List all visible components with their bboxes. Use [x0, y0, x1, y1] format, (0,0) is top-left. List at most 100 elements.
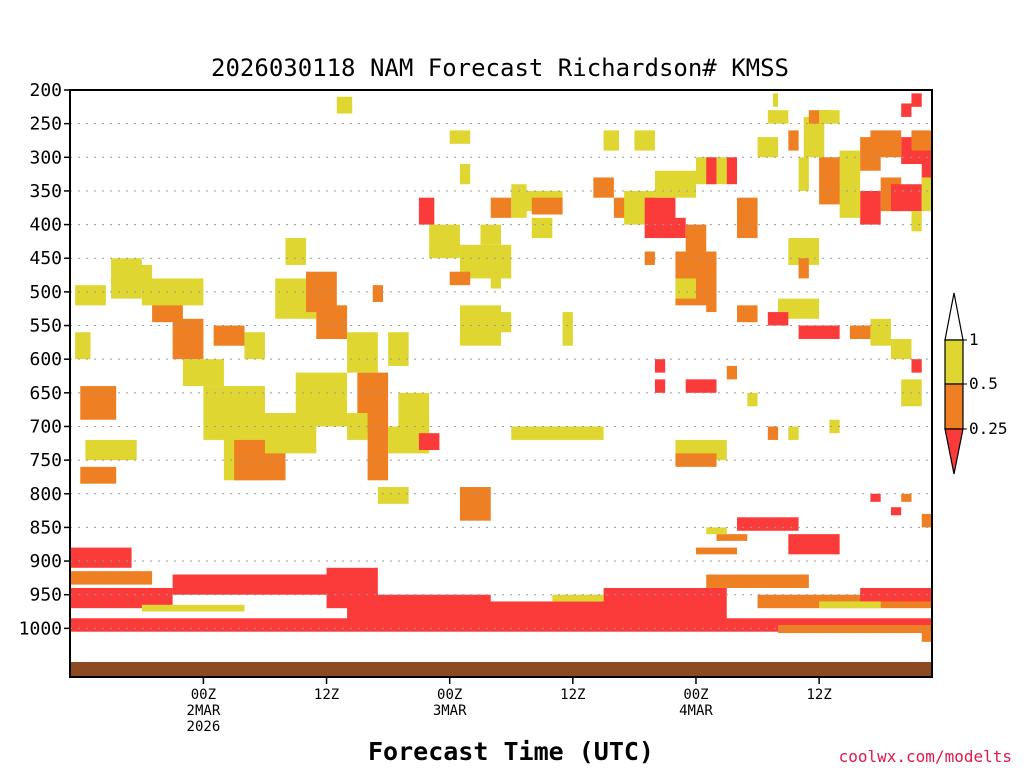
colorbar-top-arrow	[944, 292, 964, 341]
ri-cell	[798, 258, 809, 279]
ri-cell	[778, 624, 932, 634]
ri-cell	[501, 312, 512, 333]
ri-cell	[562, 312, 573, 346]
ri-cell	[347, 413, 368, 440]
ri-cell	[911, 130, 932, 151]
ri-cell	[685, 224, 707, 252]
ri-cell	[418, 197, 435, 225]
colorbar-label: 0.25	[969, 419, 1008, 438]
y-tick-label: 700	[29, 416, 62, 437]
x-tick-label: 00Z	[191, 687, 216, 703]
ri-cell	[449, 271, 471, 286]
ri-cell	[480, 224, 501, 245]
y-tick-label: 250	[29, 114, 62, 135]
chart-title: 2026030118 NAM Forecast Richardson# KMSS	[211, 54, 789, 82]
y-tick-label: 500	[29, 282, 62, 303]
ri-cell	[347, 332, 378, 373]
y-tick-label: 450	[29, 248, 62, 269]
ri-cell	[839, 190, 861, 218]
ri-cell	[675, 278, 696, 299]
ri-cell	[890, 338, 912, 360]
ri-cell	[757, 137, 779, 158]
ri-cell	[788, 130, 799, 151]
ri-cell	[75, 332, 91, 360]
ri-cell	[921, 628, 932, 642]
ri-cell	[70, 587, 173, 609]
ri-cell	[85, 439, 137, 461]
ri-cell	[213, 325, 245, 346]
ri-cell	[890, 184, 922, 212]
x-tick-label: 12Z	[560, 687, 585, 703]
ri-cell	[552, 594, 604, 602]
ri-cell	[141, 278, 204, 306]
ri-cell	[511, 426, 604, 440]
colorbar-bin-yellow	[944, 339, 964, 385]
ri-cell	[901, 103, 912, 117]
ri-cell	[819, 601, 881, 609]
ri-cell	[737, 197, 758, 239]
ri-cell	[706, 574, 809, 588]
colorbar-label: 0.5	[969, 374, 998, 393]
ri-cell	[798, 325, 840, 339]
ri-cell	[788, 426, 799, 440]
ri-cell	[634, 130, 655, 151]
plot-frame	[69, 89, 933, 678]
ri-cell	[429, 224, 460, 259]
ri-cell	[788, 534, 840, 555]
ri-cell	[603, 130, 620, 151]
ri-cell	[716, 534, 748, 541]
ri-cell	[767, 426, 779, 440]
ri-cell	[726, 365, 738, 380]
ri-cell	[654, 379, 666, 393]
y-tick-label: 850	[29, 517, 62, 538]
x-tick-label: 4MAR	[679, 703, 713, 719]
ri-cell	[80, 386, 117, 420]
y-tick-label: 200	[29, 80, 62, 101]
y-tick-label: 800	[29, 484, 62, 505]
ri-cell	[449, 601, 614, 622]
colorbar-bin-orange	[944, 383, 964, 430]
ri-cell	[921, 513, 932, 528]
ri-cell	[531, 217, 553, 239]
y-tick-label: 600	[29, 349, 62, 370]
y-tick-label: 750	[29, 450, 62, 471]
ri-cell	[336, 96, 353, 114]
ri-cell	[911, 93, 922, 107]
ri-cell	[747, 392, 758, 407]
ri-cell	[80, 466, 117, 484]
ri-cell	[706, 298, 717, 313]
heatmap-cells	[70, 93, 932, 642]
ri-cell	[870, 318, 891, 346]
ri-cell	[316, 305, 348, 339]
ri-cell	[603, 587, 727, 622]
ri-cell	[737, 517, 799, 531]
colorbar-bottom-arrow	[944, 428, 964, 475]
ri-cell	[490, 271, 501, 289]
ri-cell	[418, 433, 440, 451]
ri-cell	[644, 251, 655, 265]
ri-cell	[285, 238, 307, 265]
ri-cell	[70, 618, 932, 632]
ri-cell	[141, 604, 245, 612]
ri-cell	[798, 157, 809, 191]
ri-cell	[737, 305, 758, 323]
ri-cell	[388, 332, 409, 366]
credit-text: coolwx.com/modelts	[839, 747, 1012, 766]
y-tick-label: 550	[29, 316, 62, 337]
ri-cell	[531, 197, 563, 215]
ri-cell	[911, 211, 922, 232]
ri-cell	[860, 587, 932, 602]
ri-cell	[367, 426, 389, 481]
x-tick-label: 2026	[187, 719, 221, 735]
ri-cell	[593, 177, 614, 198]
y-tick-label: 300	[29, 147, 62, 168]
y-axis-ticks: 200 250 300 350 400 450 500 550 600 650 700 750 800 8…	[19, 80, 70, 639]
ri-cell	[449, 130, 471, 144]
ri-cell	[767, 110, 789, 124]
ri-cell	[490, 197, 512, 218]
ri-cell	[70, 571, 153, 585]
x-tick-label: 00Z	[683, 687, 708, 703]
ri-cell	[870, 493, 881, 502]
